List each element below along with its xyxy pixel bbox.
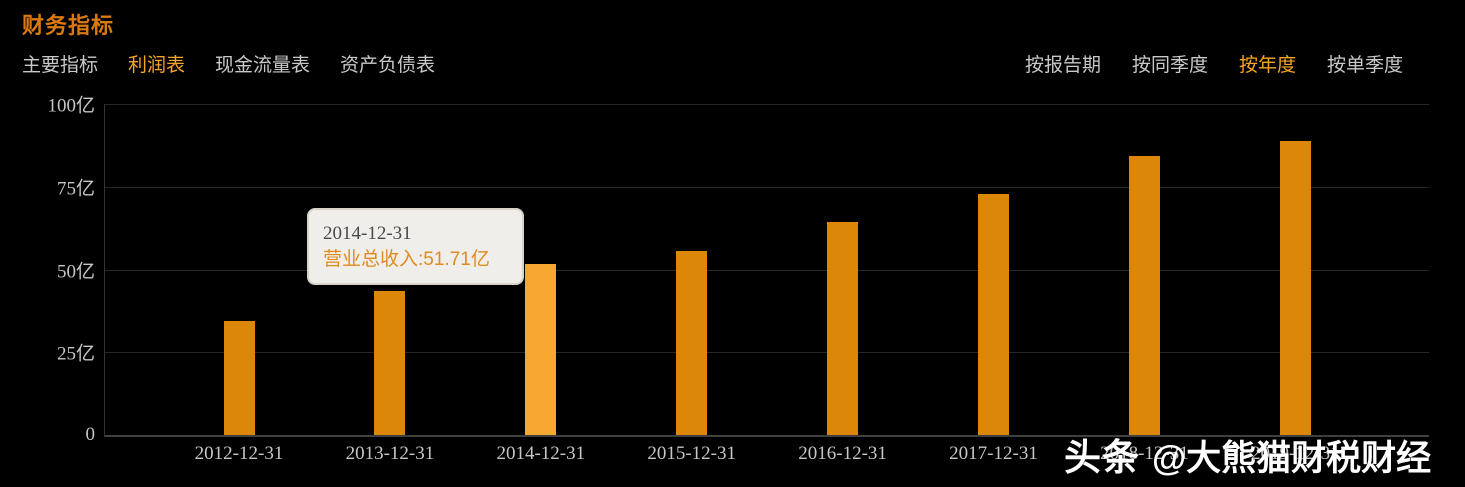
tooltip-value: 营业总收入:51.71亿 xyxy=(323,249,490,270)
tab-by-report-period[interactable]: 按报告期 xyxy=(1024,55,1101,76)
page-title: 财务指标 xyxy=(22,13,115,38)
tab-by-single-quarter[interactable]: 按单季度 xyxy=(1326,55,1403,76)
tab-bar: 主要指标 利润表 现金流量表 资产负债表 按报告期 按同季度 按年度 按单季度 xyxy=(0,53,1465,79)
x-axis-label-2015-12-31: 2015-12-31 xyxy=(647,443,737,464)
y-axis-tick-25: 25亿 xyxy=(56,343,95,365)
x-axis-label-2012-12-31: 2012-12-31 xyxy=(194,443,284,464)
tooltip-date: 2014-12-31 xyxy=(323,223,412,244)
bar-2018-12-31[interactable] xyxy=(1128,155,1160,435)
toutiao-logo-text: 头条 xyxy=(1064,437,1140,478)
watermark: 头条 @大熊猫财税财经 xyxy=(1064,427,1431,481)
x-axis-label-2019-12-31: 2019-12-31 xyxy=(1250,443,1340,464)
statement-tabs: 主要指标 利润表 现金流量表 资产负债表 xyxy=(22,53,435,79)
tab-main-indicators[interactable]: 主要指标 xyxy=(22,55,99,76)
bar-2017-12-31[interactable] xyxy=(978,194,1009,435)
watermark-handle: @大熊猫财税财经 xyxy=(1152,439,1432,478)
y-axis-tick-75: 75亿 xyxy=(56,178,95,200)
revenue-bar-chart: 100亿 75亿 50亿 25亿 0 2012-12-31 2013-12-31 2014-1… xyxy=(47,96,1429,464)
bar-2013-12-31[interactable] xyxy=(374,291,406,435)
tab-by-year[interactable]: 按年度 xyxy=(1238,55,1296,76)
x-axis-label-2016-12-31: 2016-12-31 xyxy=(798,443,887,464)
x-axis-label-2018-12-31: 2018-12-31 xyxy=(1100,443,1189,464)
gridline-25 xyxy=(105,352,1429,354)
gridline-75 xyxy=(105,186,1429,188)
bar-2019-12-31[interactable] xyxy=(1279,140,1311,435)
bar-2015-12-31[interactable] xyxy=(676,250,708,435)
bar-2016-12-31[interactable] xyxy=(827,221,859,435)
y-axis-tick-100: 100亿 xyxy=(47,95,95,117)
x-axis-label-2013-12-31: 2013-12-31 xyxy=(345,443,435,464)
chart-tooltip: 2014-12-31 营业总收入:51.71亿 xyxy=(307,208,524,285)
tab-balance-sheet[interactable]: 资产负债表 xyxy=(340,55,436,76)
tab-income-statement[interactable]: 利润表 xyxy=(128,55,186,76)
gridline-100 xyxy=(105,104,1429,105)
tab-cash-flow-statement[interactable]: 现金流量表 xyxy=(215,55,311,76)
y-axis-tick-50: 50亿 xyxy=(56,261,95,282)
x-axis-label-2017-12-31: 2017-12-31 xyxy=(949,443,1038,464)
tab-by-same-quarter[interactable]: 按同季度 xyxy=(1131,55,1208,76)
x-axis-label-2014-12-31: 2014-12-31 xyxy=(496,443,586,464)
bar-2014-12-31[interactable] xyxy=(525,263,557,435)
y-axis-tick-0: 0 xyxy=(85,424,96,445)
gridline-50 xyxy=(105,269,1429,271)
bar-2012-12-31[interactable] xyxy=(223,321,255,435)
period-tabs: 按报告期 按同季度 按年度 按单季度 xyxy=(1025,53,1403,79)
